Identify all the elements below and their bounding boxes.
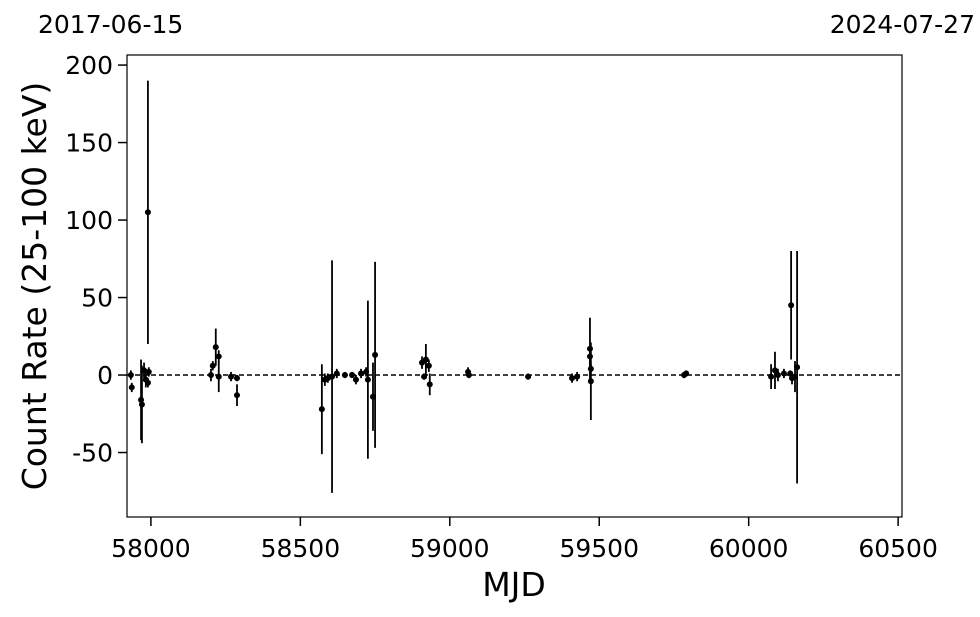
x-tick-label: 59500 (559, 534, 639, 563)
data-point (683, 370, 690, 377)
x-tick-label: 59000 (410, 534, 490, 563)
data-point (774, 372, 781, 379)
data-point (212, 344, 219, 351)
data-point (587, 365, 594, 372)
x-tick-label: 60000 (709, 534, 789, 563)
data-point (425, 362, 432, 369)
data-point (352, 376, 359, 383)
x-tick-label: 58000 (111, 534, 191, 563)
data-point (349, 372, 356, 379)
data-point (329, 373, 336, 380)
x-axis-label: MJD (482, 565, 546, 604)
data-point (771, 367, 778, 374)
data-point (364, 376, 371, 383)
data-point (145, 368, 152, 375)
y-tick-label: 50 (81, 284, 113, 313)
data-point (465, 372, 472, 379)
data-point (141, 367, 148, 374)
data-point (525, 373, 532, 380)
data-point (144, 209, 151, 216)
x-tick-label: 58500 (261, 534, 341, 563)
data-point (426, 381, 433, 388)
data-point (372, 351, 379, 358)
data-point (127, 372, 134, 379)
data-point (138, 401, 145, 408)
data-point (233, 375, 240, 382)
data-point (422, 356, 429, 363)
data-point (228, 373, 235, 380)
data-point (318, 406, 325, 413)
plot-frame (126, 54, 903, 518)
data-point (341, 372, 348, 379)
data-point (421, 373, 428, 380)
data-point (215, 353, 222, 360)
data-point (209, 362, 216, 369)
data-point (574, 373, 581, 380)
y-tick-label: 100 (65, 206, 113, 235)
data-point (358, 370, 365, 377)
data-point (215, 373, 222, 380)
y-tick-label: 200 (65, 51, 113, 80)
data-point (207, 372, 214, 379)
data-point (587, 378, 594, 385)
data-point (768, 373, 775, 380)
data-point (233, 392, 240, 399)
data-point (792, 373, 799, 380)
y-tick-label: -50 (72, 439, 113, 468)
annotation: 2024-07-27 (830, 10, 975, 39)
y-axis-label: Count Rate (25-100 keV) (15, 82, 54, 491)
y-tick-label: 150 (65, 129, 113, 158)
x-tick-label: 60500 (858, 534, 938, 563)
data-point (128, 384, 135, 391)
data-point (569, 375, 576, 382)
data-point (333, 370, 340, 377)
annotation: 2017-06-15 (38, 10, 183, 39)
data-point (788, 302, 795, 309)
data-point (780, 370, 787, 377)
data-point (144, 379, 151, 386)
y-tick-label: 0 (97, 361, 113, 390)
